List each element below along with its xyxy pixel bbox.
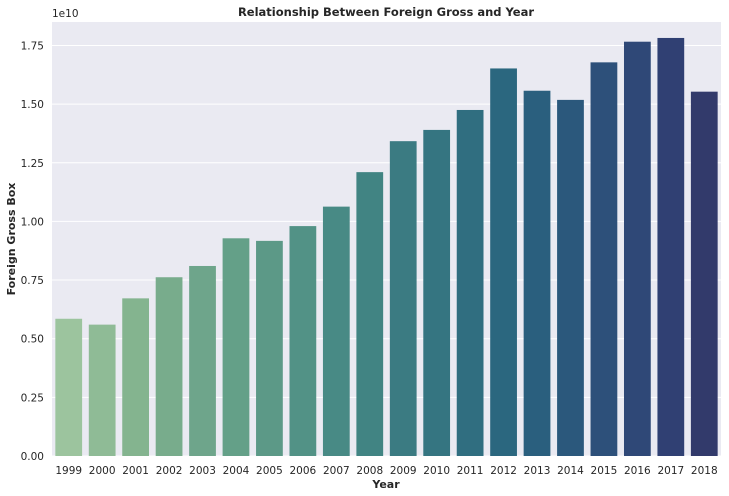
y-axis-label: Foreign Gross Box [5, 183, 18, 296]
y-offset-label: 1e10 [52, 8, 79, 20]
bar-2007 [322, 206, 350, 456]
y-tick-label: 1.50 [21, 99, 44, 111]
x-tick-label: 2000 [89, 465, 116, 477]
x-tick-label: 2016 [624, 465, 651, 477]
x-tick-label: 2001 [122, 465, 149, 477]
bar-2008 [356, 172, 384, 456]
x-tick-label: 2009 [390, 465, 417, 477]
bar-2003 [189, 265, 216, 456]
x-tick-label: 2013 [524, 465, 551, 477]
plot-background [52, 22, 721, 456]
bar-1999 [55, 318, 83, 456]
bar-2015 [590, 62, 618, 456]
y-tick-label: 1.25 [21, 158, 44, 170]
bar-2011 [456, 109, 484, 457]
x-tick-label: 2011 [457, 465, 484, 477]
bar-2002 [155, 277, 183, 456]
x-tick-label: 2002 [156, 465, 183, 477]
y-tick-label: 0.00 [21, 451, 44, 463]
x-tick-labels: 1999 2000 2001 2002 2003 2004 2005 2006 2007 2008… [55, 465, 717, 477]
bar-2018 [690, 91, 718, 456]
bar-2017 [657, 37, 685, 457]
y-tick-label: 1.00 [21, 216, 44, 228]
x-tick-label: 2006 [290, 465, 317, 477]
y-tick-label: 1.75 [21, 40, 44, 52]
x-tick-label: 2004 [223, 465, 250, 477]
x-tick-label: 2007 [323, 465, 350, 477]
y-tick-label: 0.75 [21, 275, 44, 287]
bar-2016 [623, 41, 651, 457]
x-tick-label: 2005 [256, 465, 283, 477]
x-tick-label: 2008 [356, 465, 383, 477]
bar-2014 [557, 99, 584, 456]
bar-2010 [423, 129, 451, 456]
x-tick-label: 2015 [591, 465, 618, 477]
bar-2006 [289, 226, 317, 456]
bar-2000 [88, 324, 116, 456]
y-tick-label: 0.50 [21, 334, 44, 346]
x-tick-label: 1999 [55, 465, 82, 477]
bars [55, 37, 718, 457]
bar-2001 [122, 298, 150, 456]
bar-2012 [490, 68, 517, 456]
x-tick-label: 2017 [657, 465, 684, 477]
bar-2004 [222, 238, 250, 456]
chart-title: Relationship Between Foreign Gross and Y… [238, 5, 534, 19]
bar-2009 [389, 141, 417, 456]
x-tick-label: 2018 [691, 465, 718, 477]
x-tick-label: 2012 [490, 465, 517, 477]
bar-2005 [256, 240, 283, 456]
x-axis-label: Year [371, 478, 400, 491]
y-tick-labels: 0.00 0.25 0.50 0.75 1.00 1.25 1.50 1.75 [21, 40, 44, 463]
x-tick-label: 2010 [423, 465, 450, 477]
bar-2013 [523, 90, 551, 457]
x-tick-label: 2014 [557, 465, 584, 477]
y-tick-label: 0.25 [21, 392, 44, 404]
x-tick-label: 2003 [189, 465, 216, 477]
